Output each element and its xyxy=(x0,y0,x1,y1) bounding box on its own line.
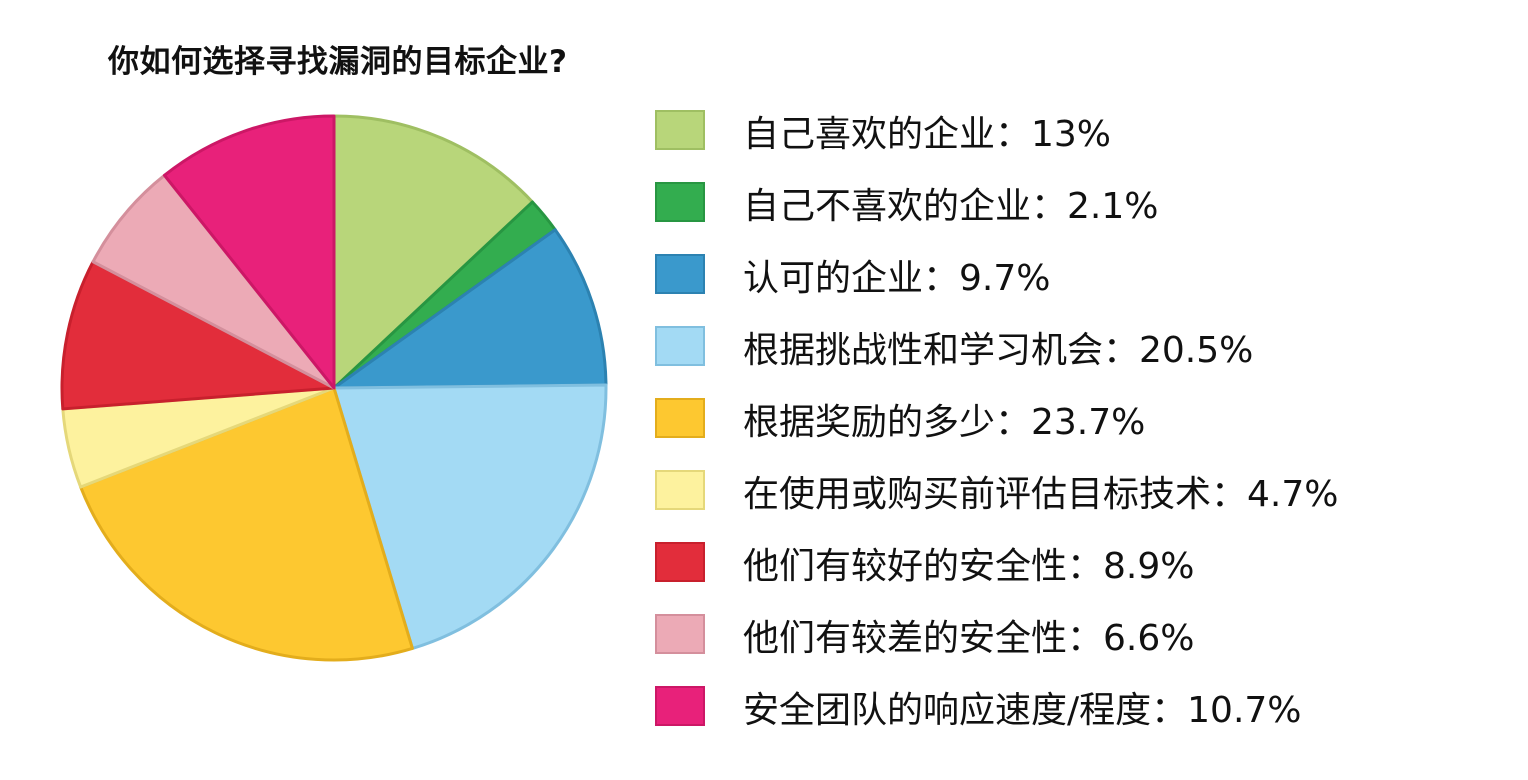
legend-swatch xyxy=(655,614,705,654)
chart-title: 你如何选择寻找漏洞的目标企业? xyxy=(108,44,568,80)
pie-slice-8 xyxy=(91,173,336,390)
legend-swatch xyxy=(655,686,705,726)
legend-label: 根据挑战性和学习机会：20.5% xyxy=(743,330,1254,371)
legend-swatch xyxy=(655,470,705,510)
legend-label: 认可的企业：9.7% xyxy=(743,258,1051,299)
legend-label: 在使用或购买前评估目标技术：4.7% xyxy=(743,474,1339,515)
legend-swatch xyxy=(655,326,705,366)
legend-label: 自己喜欢的企业：13% xyxy=(743,114,1112,155)
pie-slice-3 xyxy=(332,228,608,390)
legend-label: 安全团队的响应速度/程度：10.7% xyxy=(743,690,1302,731)
legend-label: 自己不喜欢的企业：2.1% xyxy=(743,186,1159,227)
pie-slice-7 xyxy=(60,260,336,411)
pie-slice-9 xyxy=(162,114,336,390)
pie-slice-1 xyxy=(332,114,534,390)
legend-swatch xyxy=(655,254,705,294)
legend-label: 他们有较好的安全性：8.9% xyxy=(743,546,1195,587)
legend-swatch xyxy=(655,182,705,222)
legend-swatch xyxy=(655,110,705,150)
legend-swatch xyxy=(655,542,705,582)
legend-label: 根据奖励的多少：23.7% xyxy=(743,402,1146,443)
pie-chart xyxy=(60,114,608,662)
legend-label: 他们有较差的安全性：6.6% xyxy=(743,618,1195,659)
legend-swatch xyxy=(655,398,705,438)
pie-slice-4 xyxy=(332,383,608,650)
